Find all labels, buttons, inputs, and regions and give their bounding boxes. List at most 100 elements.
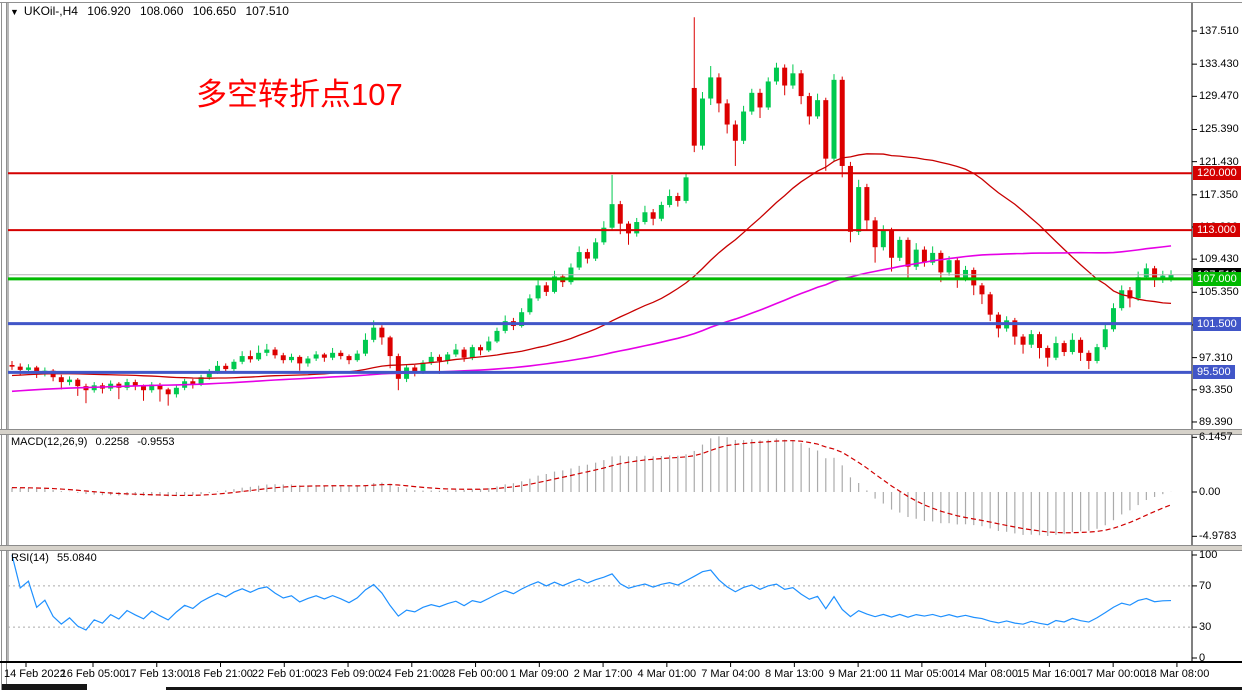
- candle-body-bull: [371, 327, 377, 340]
- time-label: 14 Feb 2022: [4, 668, 66, 680]
- rsi-name: RSI(14): [11, 552, 49, 564]
- candle-body-bear: [675, 196, 681, 201]
- candle-body-bear: [806, 96, 812, 117]
- candle-body-bull: [601, 227, 607, 243]
- time-label: 17 Feb 13:00: [124, 668, 190, 680]
- candle-body-bear: [1020, 336, 1026, 345]
- symbol-period-label: UKOil-,H4: [23, 4, 78, 18]
- candle-body-bull: [946, 260, 952, 273]
- panel-separator-macd[interactable]: [0, 429, 1242, 435]
- candle-body-bull: [609, 204, 615, 228]
- candle-body-bear: [938, 252, 944, 273]
- candle-body-bull: [1143, 268, 1149, 278]
- panel-separator-rsi[interactable]: [0, 545, 1242, 551]
- macd-axis-label: 6.1457: [1199, 431, 1233, 444]
- time-label: 16 Feb 05:00: [60, 668, 126, 680]
- candle-body-bear: [839, 79, 845, 166]
- candle-body-bull: [469, 347, 475, 358]
- time-label: 4 Mar 01:00: [637, 668, 697, 680]
- candle-body-bull: [683, 177, 689, 201]
- price-tag-113.000[interactable]: 113.000: [1193, 223, 1240, 238]
- candle-body-bear: [157, 384, 163, 390]
- candle-body-bull: [749, 92, 755, 112]
- macd-name: MACD(12,26,9): [11, 436, 88, 448]
- price-axis-label: 125.390: [1199, 123, 1239, 136]
- candle-body-bull: [1028, 334, 1034, 345]
- time-label: 23 Feb 09:00: [315, 668, 381, 680]
- candle-body-bull: [206, 371, 212, 378]
- candle-body-bull: [642, 212, 648, 223]
- collapse-triangle-icon[interactable]: ▼: [10, 7, 19, 17]
- candle-body-bear: [1086, 352, 1092, 361]
- candle-body-bull: [239, 356, 245, 362]
- candle-body-bull: [198, 377, 204, 385]
- candle-body-bear: [782, 67, 788, 86]
- candle-body-bull: [313, 354, 319, 359]
- macd-axis-label: -4.9783: [1199, 530, 1237, 543]
- ma-slow-line: [11, 245, 1172, 393]
- candle-body-bear: [716, 77, 722, 104]
- candle-body-bear: [732, 124, 738, 141]
- candle-body-bull: [856, 187, 862, 232]
- candle-body-bull: [930, 252, 936, 263]
- candle-body-bear: [617, 204, 623, 224]
- bottom-scrollbar-segment[interactable]: [2, 684, 87, 690]
- candle-body-bear: [823, 100, 829, 159]
- time-label: 14 Mar 08:00: [953, 668, 1019, 680]
- candle-body-bull: [420, 362, 426, 372]
- candle-body-bear: [346, 356, 352, 361]
- window-left-border: [1, 2, 2, 690]
- candle-body-bear: [798, 73, 804, 97]
- candle-body-bull: [67, 379, 73, 383]
- candle-body-bear: [905, 239, 911, 267]
- macd-indicator-label: MACD(12,26,9) 0.2258 -0.9553: [11, 436, 180, 448]
- candle-body-bull: [173, 387, 179, 395]
- price-tag-101.500[interactable]: 101.500: [1193, 316, 1241, 331]
- time-label: 2 Mar 17:00: [573, 668, 633, 680]
- candle-body-bull: [576, 252, 582, 268]
- rsi-axis-label: 100: [1199, 549, 1218, 561]
- candle-body-bull: [149, 384, 155, 391]
- candle-body-bull: [634, 222, 640, 234]
- candle-body-bear: [17, 366, 23, 370]
- price-tag-95.500[interactable]: 95.500: [1193, 365, 1235, 380]
- bottom-window-edge: [166, 687, 1242, 690]
- candle-body-bear: [979, 285, 985, 295]
- candle-body-bear: [141, 386, 147, 391]
- candle-body-bear: [921, 249, 927, 263]
- candle-body-bull: [527, 298, 533, 313]
- time-label: 7 Mar 04:00: [701, 668, 760, 680]
- candle-body-bull: [288, 356, 294, 361]
- candle-body-bull: [1135, 277, 1141, 299]
- candle-body-bull: [1168, 274, 1174, 280]
- candle-body-bear: [1012, 320, 1018, 337]
- price-axis-label: 129.470: [1199, 90, 1239, 103]
- time-label: 24 Feb 21:00: [379, 668, 445, 680]
- price-axis-label: 109.430: [1199, 253, 1239, 266]
- rsi-axis-label: 0: [1199, 652, 1206, 664]
- price-tag-120.000[interactable]: 120.000: [1193, 166, 1241, 181]
- chart-title: ▼ UKOil-,H4 106.920 108.060 106.650 107.5…: [10, 4, 295, 18]
- candle-body-bear: [987, 294, 993, 315]
- candle-body-bear: [995, 314, 1001, 329]
- candle-body-bear: [297, 356, 303, 364]
- price-tag-107.000[interactable]: 107.000: [1193, 271, 1241, 286]
- text-annotation[interactable]: 多空转折点107: [196, 77, 403, 112]
- candle-body-bear: [280, 355, 286, 361]
- candle-body-bear: [847, 165, 853, 232]
- candle-body-bear: [247, 356, 253, 360]
- candle-body-bull: [256, 352, 262, 360]
- time-label: 11 Mar 05:00: [889, 668, 954, 680]
- candle-body-bear: [1127, 290, 1133, 299]
- candle-body-bull: [124, 382, 130, 388]
- candle-body-bear: [864, 187, 870, 221]
- candle-body-bear: [9, 365, 15, 367]
- candle-body-bear: [1037, 334, 1042, 348]
- candle-body-bull: [362, 339, 368, 354]
- candle-body-bull: [913, 249, 919, 267]
- candle-body-bull: [593, 242, 599, 259]
- price-axis-label: 97.310: [1199, 351, 1233, 364]
- price-axis-label: 117.350: [1199, 188, 1238, 201]
- candle-body-bull: [1102, 329, 1108, 348]
- candle-body-bull: [215, 365, 220, 372]
